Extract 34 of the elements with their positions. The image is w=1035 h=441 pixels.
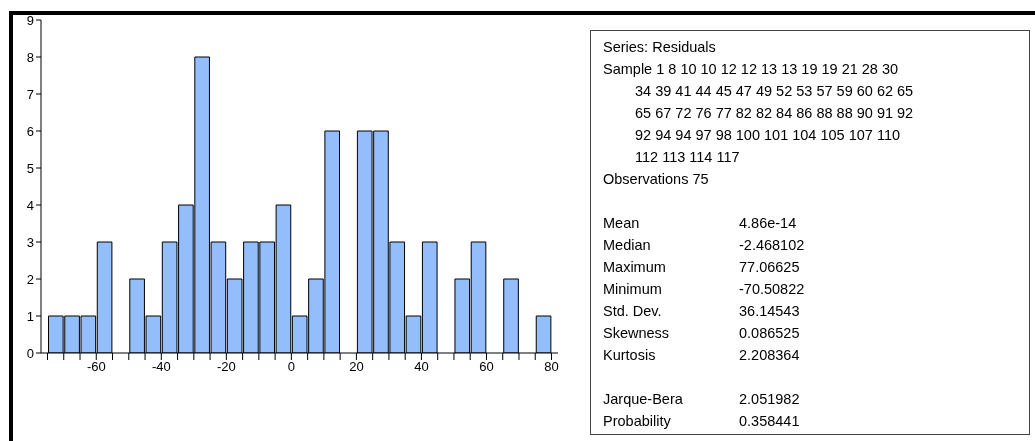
text: Observations 75 <box>603 170 710 189</box>
y-tick-label: 3 <box>26 234 34 250</box>
y-tick-label: 0 <box>26 345 34 361</box>
text: 112 113 114 117 <box>634 148 741 167</box>
y-tick-label: 2 <box>26 271 34 287</box>
y-tick-label: 5 <box>26 160 34 176</box>
text: Sample 1 8 10 10 12 12 13 13 19 19 21 28 30 <box>603 60 900 79</box>
y-tick-label: 4 <box>26 197 34 213</box>
text: Kurtosis 2.208364 <box>603 347 800 363</box>
text: Series: Residuals <box>603 38 717 57</box>
text: Median -2.468102 <box>603 237 805 253</box>
text: Std. Dev. 36.14543 <box>603 303 800 319</box>
y-tick-label: 8 <box>26 49 34 65</box>
x-tick-label: 60 <box>479 359 494 375</box>
text: 65 67 72 76 77 82 82 84 86 88 88 90 91 92 <box>634 104 915 123</box>
x-tick-label: 80 <box>544 359 559 375</box>
text: 92 94 94 97 98 100 101 104 105 107 110 <box>634 126 901 145</box>
text: 34 39 41 44 45 47 49 52 53 57 59 60 62 65 <box>634 82 915 101</box>
x-tick-label: 0 <box>287 359 295 375</box>
text: Mean 4.86e-14 <box>603 215 797 231</box>
y-tick-label: 1 <box>26 308 34 324</box>
x-tick-label: 40 <box>414 359 429 375</box>
x-tick-label: 20 <box>349 359 364 375</box>
text: Skewness 0.086525 <box>603 325 800 341</box>
y-tick-label: 7 <box>26 86 34 102</box>
x-tick-label: -20 <box>216 359 236 375</box>
y-tick-label: 9 <box>26 12 34 28</box>
x-tick-label: -60 <box>86 359 106 375</box>
text: Probability 0.358441 <box>603 413 800 429</box>
y-tick-label: 6 <box>26 123 34 139</box>
text: Jarque-Bera 2.051982 <box>603 391 800 407</box>
text: Maximum 77.06625 <box>603 259 800 275</box>
text: Minimum -70.50822 <box>603 281 805 297</box>
x-tick-label: -40 <box>151 359 171 375</box>
